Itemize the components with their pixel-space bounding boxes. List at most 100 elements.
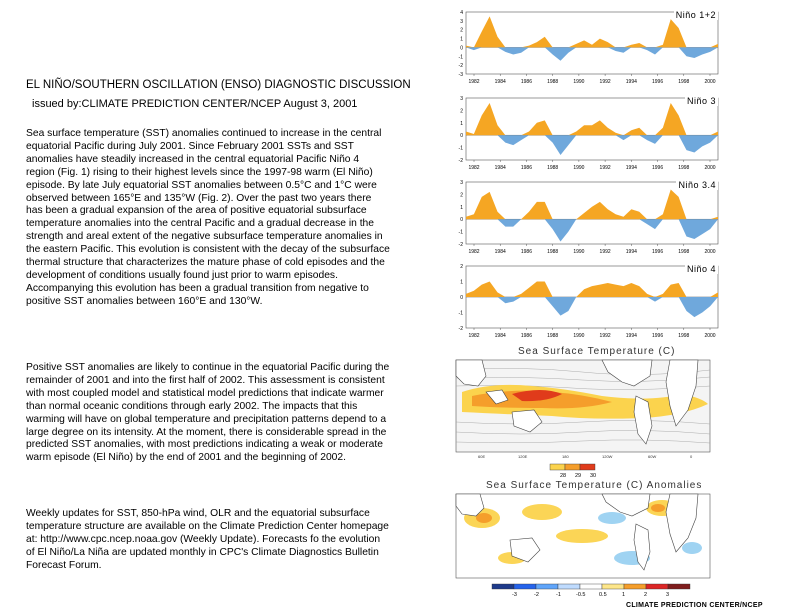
nino-ytick-label: -3 bbox=[459, 72, 464, 78]
year-label: 1984 bbox=[495, 249, 506, 255]
year-label: 1988 bbox=[547, 165, 558, 171]
year-label: 2000 bbox=[704, 165, 715, 171]
year-label: 2000 bbox=[704, 249, 715, 255]
year-label: 1996 bbox=[652, 165, 663, 171]
nino-ytick-label: 3 bbox=[460, 96, 463, 102]
nino-ytick-label: 1 bbox=[460, 205, 463, 211]
nino-ytick-label: 2 bbox=[460, 28, 463, 34]
year-label: 1982 bbox=[468, 333, 479, 339]
year-label: 1992 bbox=[600, 333, 611, 339]
negative-anomaly-area bbox=[466, 219, 718, 242]
sst-anomaly-map: -3 -2 -1 -0.5 0.5 1 2 3 bbox=[455, 493, 711, 598]
sst-map-title: Sea Surface Temperature (C) bbox=[518, 346, 676, 357]
nino-ytick-label: -1 bbox=[459, 311, 464, 317]
year-label: 1990 bbox=[573, 249, 584, 255]
year-label: 1994 bbox=[626, 333, 637, 339]
nino-ytick-label: -2 bbox=[459, 158, 464, 164]
nino34-label: Niño 3.4 bbox=[676, 180, 718, 190]
anomaly-legend-label: 0.5 bbox=[599, 592, 607, 598]
year-label: 2000 bbox=[704, 333, 715, 339]
year-label: 2000 bbox=[704, 79, 715, 85]
nino-ytick-label: 2 bbox=[460, 108, 463, 114]
issued-line: issued by:CLIMATE PREDICTION CENTER/NCEP… bbox=[32, 98, 358, 110]
year-label: 1986 bbox=[521, 165, 532, 171]
sst-legend-label: 28 bbox=[560, 473, 566, 479]
anomaly-legend-label: 3 bbox=[666, 592, 669, 598]
svg-text:60W: 60W bbox=[648, 454, 656, 459]
nino-ytick-label: 1 bbox=[460, 37, 463, 43]
year-label: 1996 bbox=[652, 333, 663, 339]
negative-anomaly-area bbox=[466, 47, 718, 61]
year-label: 1982 bbox=[468, 79, 479, 85]
year-label: 1988 bbox=[547, 79, 558, 85]
nino-ytick-label: -1 bbox=[459, 146, 464, 152]
year-label: 1986 bbox=[521, 333, 532, 339]
paragraph-3: Weekly updates for SST, 850-hPa wind, OL… bbox=[26, 508, 389, 571]
year-label: 1986 bbox=[521, 79, 532, 85]
svg-text:180: 180 bbox=[562, 454, 569, 459]
year-label: 1996 bbox=[652, 79, 663, 85]
year-label: 1998 bbox=[678, 249, 689, 255]
nino3-label: Niño 3 bbox=[684, 96, 718, 106]
anomaly-legend-label: -1 bbox=[556, 592, 561, 598]
sst-map-figure: Sea Surface Temperature (C) 60E 120E 180 1… bbox=[452, 346, 714, 486]
sst-legend-label: 29 bbox=[575, 473, 581, 479]
svg-text:0: 0 bbox=[690, 454, 693, 459]
nino34-panel: 3 2 1 0 -1 -2 1982 1984 1986 1988 1990 1992 1994 1996… bbox=[452, 178, 722, 258]
nino-ytick-label: -1 bbox=[459, 54, 464, 60]
sst-map: 60E 120E 180 120W 60W 0 28 29 30 bbox=[455, 359, 711, 479]
nino-ytick-label: 0 bbox=[460, 133, 463, 139]
nino-ytick-label: 0 bbox=[460, 217, 463, 223]
nino-ytick-label: -2 bbox=[459, 326, 464, 332]
nino-ytick-label: -2 bbox=[459, 242, 464, 248]
year-label: 1998 bbox=[678, 165, 689, 171]
year-label: 1984 bbox=[495, 79, 506, 85]
year-label: 1992 bbox=[600, 165, 611, 171]
nino4-label: Niño 4 bbox=[684, 264, 718, 274]
paragraph-1: Sea surface temperature (SST) anomalies … bbox=[26, 128, 390, 307]
negative-anomaly-area bbox=[466, 135, 718, 156]
anomaly-legend-label: -0.5 bbox=[576, 592, 585, 598]
nino-ytick-label: -1 bbox=[459, 230, 464, 236]
year-label: 1984 bbox=[495, 165, 506, 171]
nino-ytick-label: -2 bbox=[459, 63, 464, 69]
nino-ytick-label: 2 bbox=[460, 264, 463, 270]
nino-ytick-label: 0 bbox=[460, 45, 463, 51]
discussion-text: EL NIÑO/SOUTHERN OSCILLATION (ENSO) DIAG… bbox=[26, 78, 411, 571]
nino12-label: Niño 1+2 bbox=[673, 10, 718, 20]
anomaly-legend-label: 1 bbox=[622, 592, 625, 598]
sst-anomaly-map-figure: Sea Surface Temperature (C) Anomalies bbox=[452, 478, 714, 602]
positive-anomaly-area bbox=[466, 281, 718, 297]
year-label: 1994 bbox=[626, 249, 637, 255]
nino-ytick-label: 0 bbox=[460, 295, 463, 301]
positive-anomaly-area bbox=[466, 102, 718, 136]
year-label: 1992 bbox=[600, 249, 611, 255]
nino-ytick-label: 1 bbox=[460, 280, 463, 286]
positive-anomaly-area bbox=[466, 16, 718, 48]
nino12-panel: 4 3 2 1 0 -1 -2 -3 1982 1984 1986 1988 1990 1992 1994 1… bbox=[452, 8, 722, 88]
year-label: 1982 bbox=[468, 249, 479, 255]
year-label: 1992 bbox=[600, 79, 611, 85]
cpc-credit: CLIMATE PREDICTION CENTER/NCEP bbox=[626, 602, 763, 609]
negative-anomaly-area bbox=[466, 297, 718, 318]
year-label: 1996 bbox=[652, 249, 663, 255]
nino-ytick-label: 3 bbox=[460, 180, 463, 186]
year-label: 1998 bbox=[678, 333, 689, 339]
anomaly-legend-label: -2 bbox=[534, 592, 539, 598]
year-label: 1994 bbox=[626, 79, 637, 85]
year-label: 1998 bbox=[678, 79, 689, 85]
anomaly-legend-label: -3 bbox=[512, 592, 517, 598]
sst-legend-label: 30 bbox=[590, 473, 596, 479]
paragraph-2: Positive SST anomalies are likely to con… bbox=[26, 362, 390, 464]
year-label: 1988 bbox=[547, 249, 558, 255]
svg-text:60E: 60E bbox=[478, 454, 485, 459]
year-label: 1984 bbox=[495, 333, 506, 339]
sst-anomaly-map-title: Sea Surface Temperature (C) Anomalies bbox=[486, 480, 703, 491]
year-label: 1990 bbox=[573, 165, 584, 171]
nino4-panel: 2 1 0 -1 -2 1982 1984 1986 1988 1990 1992 1994 1996 1… bbox=[452, 262, 722, 342]
document-title: EL NIÑO/SOUTHERN OSCILLATION (ENSO) DIAG… bbox=[26, 79, 411, 91]
year-label: 1986 bbox=[521, 249, 532, 255]
nino-ytick-label: 3 bbox=[460, 19, 463, 25]
nino-ytick-label: 2 bbox=[460, 192, 463, 198]
anomaly-legend-label: 2 bbox=[644, 592, 647, 598]
